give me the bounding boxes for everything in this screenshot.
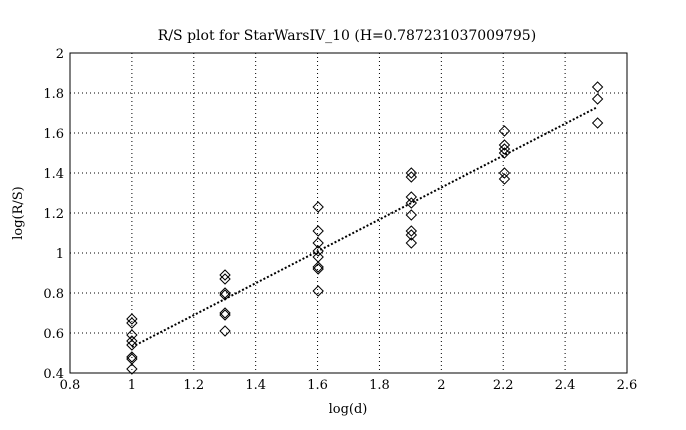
- data-point: [591, 93, 604, 105]
- x-tick-label: 2.6: [617, 378, 638, 393]
- data-point: [219, 289, 231, 301]
- y-tick-label: 1.4: [43, 167, 64, 182]
- data-point: [498, 143, 511, 155]
- x-axis-label: log(d): [329, 402, 368, 417]
- chart-title: R/S plot for StarWarsIV_10 (H=0.78723103…: [158, 28, 536, 44]
- data-point: [219, 325, 231, 337]
- data-point: [219, 269, 231, 281]
- y-tick-label: 1.2: [43, 207, 64, 222]
- data-point: [312, 261, 324, 273]
- x-tick-label: 2.2: [493, 378, 514, 393]
- y-axis-label: log(R/S): [11, 186, 26, 240]
- data-point: [498, 173, 511, 185]
- data-point: [312, 245, 324, 257]
- x-tick-label: 0.8: [60, 378, 81, 393]
- x-tick-label: 2: [437, 378, 445, 393]
- data-point: [405, 197, 418, 209]
- y-tick-label: 0.8: [43, 287, 64, 302]
- data-point: [591, 117, 604, 129]
- y-tick-labels: 0.4 0.6 0.8 1 1.2 1.4 1.6 1.8 2: [43, 47, 64, 382]
- data-point: [126, 313, 138, 325]
- x-tick-label: 1.4: [245, 378, 266, 393]
- y-tick-label: 1.6: [43, 127, 64, 142]
- x-tick-label: 2.4: [555, 378, 576, 393]
- data-point: [312, 225, 324, 237]
- data-point: [126, 335, 138, 347]
- data-point: [498, 139, 511, 151]
- data-point: [312, 285, 324, 297]
- data-point: [219, 307, 231, 319]
- data-point: [312, 201, 324, 213]
- data-point: [405, 209, 418, 221]
- data-point: [126, 339, 138, 351]
- y-tick-label: 2: [56, 47, 64, 62]
- x-tick-label: 1.2: [183, 378, 204, 393]
- plot-frame: [69, 52, 628, 374]
- y-tick-label: 0.4: [43, 367, 64, 382]
- x-tick-label: 1: [128, 378, 136, 393]
- grid-layer: [70, 53, 627, 373]
- data-point: [126, 329, 138, 341]
- data-point: [405, 167, 418, 179]
- data-point: [498, 167, 511, 179]
- data-point: [405, 229, 418, 241]
- data-point: [498, 125, 511, 137]
- y-tick-label: 0.6: [43, 327, 64, 342]
- data-point: [405, 225, 418, 237]
- data-point: [219, 273, 231, 285]
- fit-layer: [131, 106, 599, 348]
- x-tick-labels: 0.8 1 1.2 1.4 1.6 1.8 2 2.2 2.4 2.6: [60, 378, 638, 393]
- x-tick-label: 1.8: [369, 378, 390, 393]
- data-point: [126, 351, 138, 363]
- data-point: [126, 363, 138, 375]
- data-point: [312, 237, 324, 249]
- fit-line: [131, 106, 599, 348]
- data-point: [219, 309, 231, 321]
- points-layer: [126, 81, 604, 375]
- data-point: [126, 317, 138, 329]
- data-point: [405, 191, 418, 203]
- data-point: [405, 237, 418, 249]
- data-point: [405, 171, 418, 183]
- y-tick-label: 1: [56, 247, 64, 262]
- data-point: [498, 147, 511, 159]
- x-tick-label: 1.6: [307, 378, 328, 393]
- y-tick-label: 1.8: [43, 87, 64, 102]
- data-point: [219, 287, 231, 299]
- data-point: [591, 81, 604, 93]
- data-point: [312, 263, 324, 275]
